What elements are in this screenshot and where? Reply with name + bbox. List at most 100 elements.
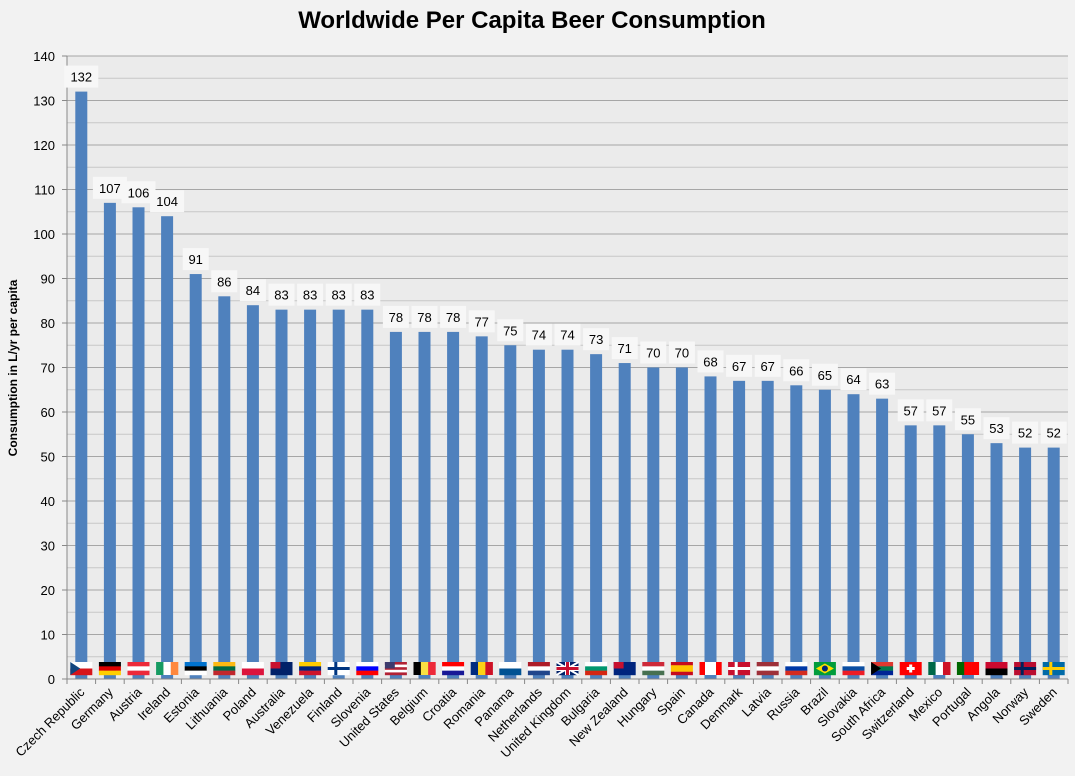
data-label: 74 bbox=[532, 328, 546, 343]
y-tick-label: 40 bbox=[41, 494, 55, 509]
flag-icon bbox=[327, 662, 350, 676]
data-label: 104 bbox=[156, 194, 178, 209]
data-label: 107 bbox=[99, 181, 121, 196]
data-label-bg bbox=[150, 190, 185, 213]
flag-icon bbox=[842, 662, 865, 676]
flag-icon bbox=[785, 662, 808, 676]
y-tick-label: 20 bbox=[41, 583, 55, 598]
bar bbox=[733, 380, 746, 679]
data-label-bg bbox=[468, 310, 495, 333]
flag-icon bbox=[470, 662, 493, 675]
y-tick-label: 100 bbox=[33, 227, 55, 242]
bar bbox=[961, 434, 974, 679]
data-label-bg bbox=[1040, 421, 1067, 444]
flags bbox=[70, 661, 1065, 676]
data-label: 67 bbox=[732, 359, 746, 374]
data-label: 78 bbox=[417, 310, 431, 325]
data-label-bg bbox=[840, 368, 867, 391]
data-label-bg bbox=[869, 372, 896, 395]
data-label: 74 bbox=[560, 328, 574, 343]
flag-icon bbox=[98, 662, 121, 676]
flag-icon bbox=[127, 662, 150, 676]
data-label-bg bbox=[297, 283, 324, 306]
data-label-bg bbox=[354, 283, 381, 306]
y-tick-label: 0 bbox=[48, 672, 55, 687]
data-label-bg bbox=[411, 305, 438, 328]
flag-icon bbox=[985, 662, 1008, 676]
flag-icon bbox=[527, 662, 550, 676]
data-label: 91 bbox=[188, 252, 202, 267]
data-label: 78 bbox=[389, 310, 403, 325]
data-label-bg bbox=[954, 408, 981, 431]
y-tick-label: 50 bbox=[41, 450, 55, 465]
flag-icon bbox=[670, 662, 693, 676]
data-label-bg bbox=[811, 363, 838, 386]
data-label-bg bbox=[92, 176, 127, 199]
bar bbox=[218, 296, 231, 679]
bar bbox=[189, 274, 202, 679]
data-label: 86 bbox=[217, 274, 231, 289]
data-label-bg bbox=[121, 181, 156, 204]
data-label-bg bbox=[497, 319, 524, 342]
flag-icon bbox=[70, 662, 93, 676]
data-label: 64 bbox=[846, 372, 860, 387]
data-label-bg bbox=[382, 305, 409, 328]
y-tick-label: 90 bbox=[41, 272, 55, 287]
y-tick-label: 120 bbox=[33, 138, 55, 153]
bar bbox=[447, 331, 460, 679]
data-label-bg bbox=[1012, 421, 1039, 444]
x-tick-label: Russia bbox=[764, 684, 803, 723]
y-axis: 0 10 20 30 40 50 60 70 80 90 100 110 120 130 140 bbox=[33, 49, 68, 687]
flag-icon bbox=[555, 661, 580, 676]
data-label: 55 bbox=[961, 412, 975, 427]
data-label-bg bbox=[897, 399, 924, 422]
data-label-bg bbox=[554, 323, 581, 346]
data-label: 52 bbox=[1046, 426, 1060, 441]
data-label-bg bbox=[525, 323, 552, 346]
y-tick-label: 10 bbox=[41, 628, 55, 643]
bar bbox=[1019, 447, 1032, 679]
flag-icon bbox=[1014, 662, 1037, 676]
bar bbox=[418, 331, 431, 679]
data-label-bg bbox=[611, 337, 638, 360]
bar bbox=[675, 367, 688, 679]
data-label-bg bbox=[583, 328, 610, 351]
bar bbox=[75, 91, 88, 680]
data-label: 83 bbox=[360, 288, 374, 303]
data-label: 68 bbox=[703, 354, 717, 369]
data-label: 73 bbox=[589, 332, 603, 347]
flag-icon bbox=[813, 662, 836, 676]
data-label-bg bbox=[182, 248, 209, 271]
data-label: 57 bbox=[932, 403, 946, 418]
flag-icon bbox=[613, 662, 636, 676]
flag-icon bbox=[156, 662, 179, 675]
flag-icon bbox=[413, 662, 436, 675]
flag-icon bbox=[442, 662, 465, 676]
data-label: 66 bbox=[789, 363, 803, 378]
bar bbox=[847, 394, 860, 679]
bar bbox=[761, 380, 774, 679]
data-label: 78 bbox=[446, 310, 460, 325]
data-label-bg bbox=[440, 305, 467, 328]
bar bbox=[590, 354, 603, 679]
data-label: 52 bbox=[1018, 426, 1032, 441]
data-label-bg bbox=[211, 270, 238, 293]
bar bbox=[103, 202, 116, 679]
y-tick-label: 70 bbox=[41, 361, 55, 376]
flag-icon bbox=[270, 662, 293, 676]
data-label-bg bbox=[926, 399, 953, 422]
data-label: 53 bbox=[989, 421, 1003, 436]
bar bbox=[618, 363, 631, 679]
bar bbox=[475, 336, 488, 679]
data-label-bg bbox=[783, 359, 810, 382]
data-label: 63 bbox=[875, 377, 889, 392]
bar bbox=[246, 305, 259, 679]
data-label: 83 bbox=[303, 288, 317, 303]
data-label: 71 bbox=[617, 341, 631, 356]
flag-icon bbox=[756, 662, 779, 676]
data-label-bg bbox=[268, 283, 295, 306]
flag-icon bbox=[728, 662, 751, 676]
bar bbox=[389, 331, 402, 679]
flag-icon bbox=[899, 662, 922, 676]
